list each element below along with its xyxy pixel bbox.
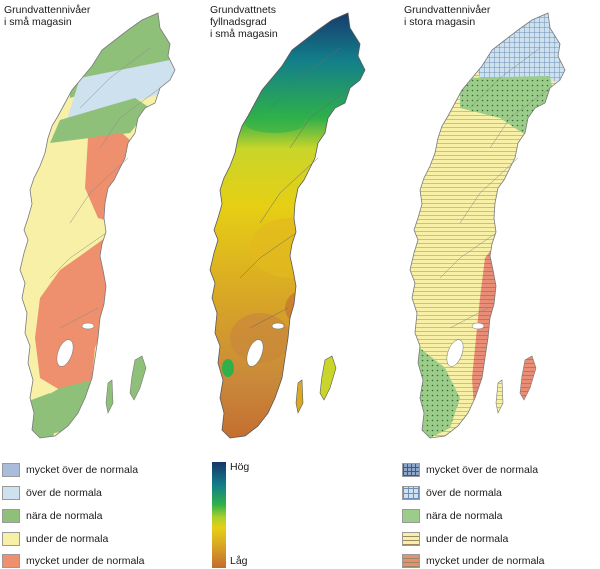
legend-swatch [2,509,20,523]
legend-swatch [2,486,20,500]
legend-swatch [402,532,420,546]
legend-swatch [402,509,420,523]
panel-2-title: Grundvattnets fyllnadsgrad i små magasin [210,4,278,40]
ramp-high-label: Hög [230,461,250,473]
legend-swatch [2,532,20,546]
legend-item-2: över de normala [402,485,502,501]
legend-swatch [2,554,20,568]
legend-item-3: nära de normala [402,508,502,524]
legend-label: mycket över de normala [426,464,539,476]
legend-item-5: mycket under de normala [2,553,144,569]
legend-item-1: mycket över de normala [402,462,538,478]
panel-1-title: Grundvattennivåer i små magasin [4,4,91,28]
ramp-low-label: Låg [230,555,248,567]
legend-label: under de normala [26,533,109,545]
legend-swatch [402,463,420,477]
legend-label: över de normala [426,487,502,499]
map-small-aquifers-levels [19,12,176,439]
legend-label: nära de normala [26,510,103,522]
legend-item-1: mycket över de normala [2,462,138,478]
legend-label: under de normala [426,533,509,545]
legend-label: mycket över de normala [26,464,139,476]
legend-item-4: under de normala [402,531,508,547]
legend-swatch [402,486,420,500]
legend-label: nära de normala [426,510,503,522]
legend-label: mycket under de normala [26,555,145,567]
legend-label: mycket under de normala [426,555,545,567]
panel-3-title: Grundvattennivåer i stora magasin [404,4,491,28]
legend-swatch [2,463,20,477]
legend-item-4: under de normala [2,531,108,547]
legend-item-2: över de normala [2,485,102,501]
legend-item-3: nära de normala [2,508,102,524]
legend-item-5: mycket under de normala [402,553,544,569]
legend-swatch [402,554,420,568]
filling-degree-color-ramp [212,462,226,568]
map-small-aquifers-filling-degree [209,12,366,439]
legend-label: över de normala [26,487,102,499]
map-large-aquifers-levels [409,12,566,439]
